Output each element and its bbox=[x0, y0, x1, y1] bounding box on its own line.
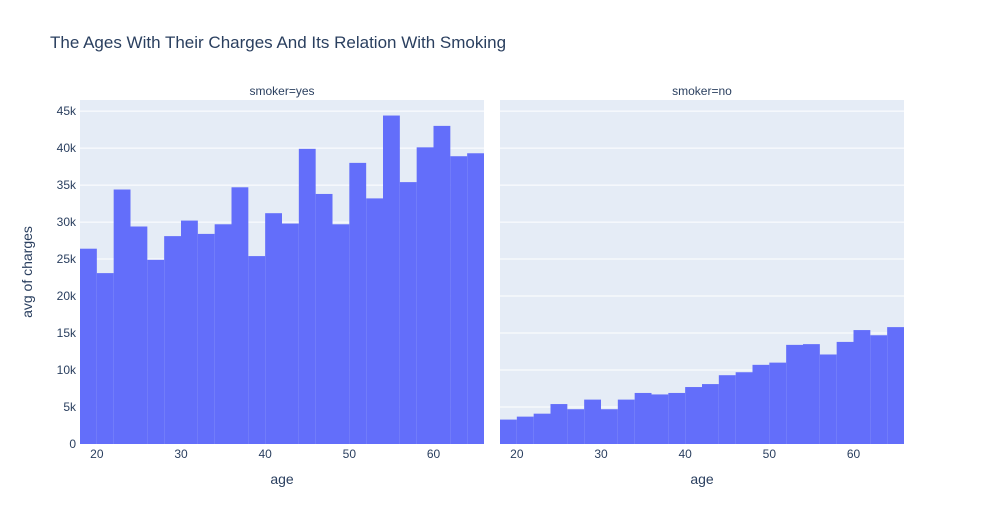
bar-no-7 bbox=[617, 399, 635, 444]
bar-no-10 bbox=[668, 392, 686, 444]
bar-yes-17 bbox=[366, 198, 383, 444]
y-tick-label-2: 10k bbox=[57, 363, 77, 377]
bar-yes-8 bbox=[214, 224, 232, 444]
bar-yes-18 bbox=[383, 115, 400, 444]
bar-yes-20 bbox=[416, 147, 434, 444]
y-tick-label-6: 30k bbox=[57, 215, 77, 229]
x-tick-label-yes-4: 60 bbox=[427, 447, 441, 461]
bar-yes-11 bbox=[265, 213, 282, 444]
bar-yes-6 bbox=[181, 220, 198, 444]
bar-no-0 bbox=[500, 419, 517, 444]
bar-yes-12 bbox=[282, 223, 299, 444]
bar-no-1 bbox=[516, 416, 534, 444]
x-tick-label-no-3: 50 bbox=[763, 447, 777, 461]
bar-no-3 bbox=[550, 404, 568, 444]
bar-no-9 bbox=[651, 394, 669, 444]
bar-no-15 bbox=[752, 364, 770, 444]
bar-yes-10 bbox=[248, 256, 266, 444]
bar-no-8 bbox=[634, 392, 652, 444]
bar-yes-16 bbox=[349, 162, 367, 444]
x-tick-label-yes-3: 50 bbox=[343, 447, 357, 461]
bar-no-2 bbox=[533, 413, 551, 444]
x-tick-label-yes-2: 40 bbox=[258, 447, 272, 461]
x-tick-label-no-1: 30 bbox=[594, 447, 608, 461]
y-tick-label-7: 35k bbox=[57, 178, 77, 192]
x-tick-label-yes-0: 20 bbox=[90, 447, 104, 461]
bar-no-11 bbox=[685, 387, 702, 444]
bar-yes-4 bbox=[147, 259, 165, 444]
bar-yes-15 bbox=[332, 224, 350, 444]
x-tick-label-yes-1: 30 bbox=[174, 447, 188, 461]
y-tick-label-8: 40k bbox=[57, 141, 77, 155]
bar-no-16 bbox=[769, 362, 787, 444]
y-tick-label-0: 0 bbox=[69, 437, 76, 451]
bar-no-14 bbox=[735, 372, 753, 444]
bar-no-20 bbox=[836, 341, 854, 444]
bar-no-12 bbox=[702, 384, 719, 444]
facet-title-smoker-yes: smoker=yes bbox=[249, 84, 315, 98]
y-tick-label-1: 5k bbox=[63, 400, 77, 414]
facet-title-smoker-no: smoker=no bbox=[672, 84, 732, 98]
bar-yes-23 bbox=[467, 153, 484, 444]
bar-yes-2 bbox=[113, 189, 131, 444]
x-tick-label-no-4: 60 bbox=[847, 447, 861, 461]
bar-yes-21 bbox=[433, 125, 451, 445]
x-axis-label-right: age bbox=[690, 471, 714, 487]
bar-yes-13 bbox=[298, 148, 316, 444]
bar-no-5 bbox=[584, 399, 601, 444]
bar-no-4 bbox=[567, 409, 585, 444]
bar-yes-0 bbox=[80, 248, 97, 444]
bar-yes-14 bbox=[315, 193, 333, 444]
bar-no-23 bbox=[887, 327, 904, 444]
bar-no-21 bbox=[853, 330, 871, 444]
y-tick-label-4: 20k bbox=[57, 289, 77, 303]
x-tick-label-no-0: 20 bbox=[510, 447, 524, 461]
y-tick-label-3: 15k bbox=[57, 326, 77, 340]
bar-yes-19 bbox=[399, 182, 417, 444]
bar-yes-1 bbox=[96, 273, 114, 444]
y-tick-label-5: 25k bbox=[57, 252, 77, 266]
chart-title: The Ages With Their Charges And Its Rela… bbox=[50, 33, 507, 52]
bar-yes-22 bbox=[450, 156, 468, 444]
bar-no-19 bbox=[819, 354, 837, 444]
y-tick-label-9: 45k bbox=[57, 104, 77, 118]
bar-no-6 bbox=[601, 409, 618, 444]
bar-no-17 bbox=[786, 344, 803, 444]
x-tick-label-no-2: 40 bbox=[678, 447, 692, 461]
bar-no-18 bbox=[803, 344, 820, 444]
bar-no-13 bbox=[718, 375, 736, 444]
bar-yes-7 bbox=[197, 233, 215, 444]
bar-yes-9 bbox=[231, 187, 249, 444]
bar-no-22 bbox=[870, 335, 888, 444]
bar-yes-3 bbox=[130, 226, 148, 444]
x-axis-label-left: age bbox=[270, 471, 294, 487]
bar-yes-5 bbox=[164, 236, 181, 444]
